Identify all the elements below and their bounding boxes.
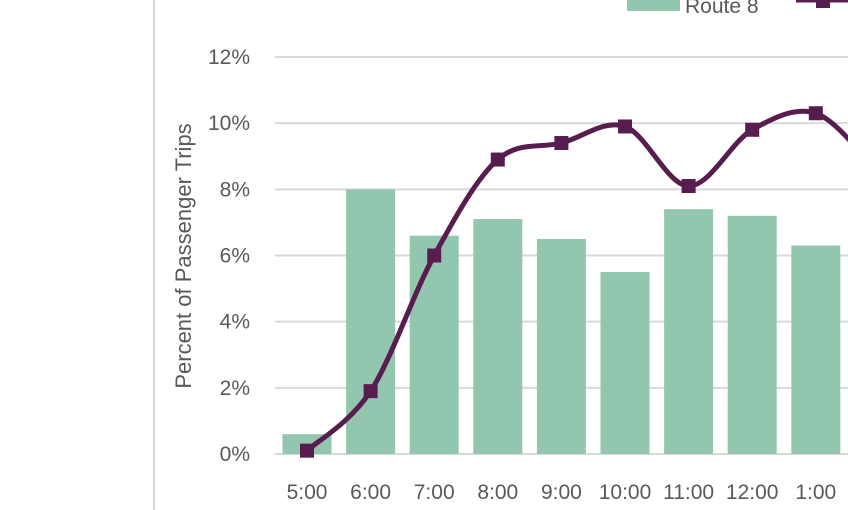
- x-tick-label: 12:00: [726, 481, 779, 504]
- y-tick-label: 6%: [220, 245, 250, 268]
- x-tick-label: 8:00: [477, 481, 518, 504]
- bar: [409, 235, 459, 454]
- bar-series: [282, 189, 841, 455]
- x-tick-label: 11:00: [663, 481, 714, 504]
- bar: [727, 215, 777, 454]
- line-marker: [808, 106, 823, 121]
- bar: [473, 219, 523, 454]
- y-tick-label: 0%: [220, 443, 250, 466]
- bar: [791, 245, 841, 454]
- line-marker: [618, 119, 632, 134]
- bar: [536, 238, 586, 454]
- y-tick-label: 2%: [220, 377, 250, 400]
- line-marker: [427, 248, 442, 263]
- legend-label-route-8: Route 8: [685, 0, 759, 18]
- bar: [600, 272, 650, 454]
- legend-swatch-route-8: [627, 0, 680, 11]
- y-tick-label: 10%: [208, 112, 250, 135]
- line-marker: [554, 136, 569, 151]
- series-line: [305, 108, 848, 453]
- chart-left-border: [153, 0, 155, 510]
- line-marker: [363, 384, 378, 399]
- bar: [664, 209, 714, 454]
- y-tick-label: 8%: [220, 178, 250, 201]
- x-axis-ticks: 5:00 6:00 7:00 8:00 9:00 10:00 11:00 12:00 1:00: [287, 481, 837, 504]
- line-series: [300, 106, 848, 458]
- x-tick-label: 7:00: [414, 481, 455, 504]
- x-tick-label: 9:00: [541, 481, 582, 504]
- y-axis-label: Percent of Passenger Trips: [171, 123, 196, 388]
- legend: Route 8: [627, 0, 848, 18]
- x-tick-label: 1:00: [795, 481, 836, 504]
- y-axis-ticks: 0% 2% 4% 6% 8% 10% 12%: [208, 46, 250, 466]
- line-marker: [745, 122, 760, 137]
- line-marker: [300, 443, 314, 458]
- x-tick-label: 5:00: [287, 481, 328, 504]
- x-tick-label: 10:00: [599, 481, 652, 504]
- line-marker: [681, 179, 696, 194]
- line-marker: [490, 152, 505, 167]
- y-tick-label: 12%: [208, 46, 250, 69]
- legend-line-marker: [816, 0, 830, 8]
- y-tick-label: 4%: [220, 311, 250, 334]
- x-tick-label: 6:00: [350, 481, 391, 504]
